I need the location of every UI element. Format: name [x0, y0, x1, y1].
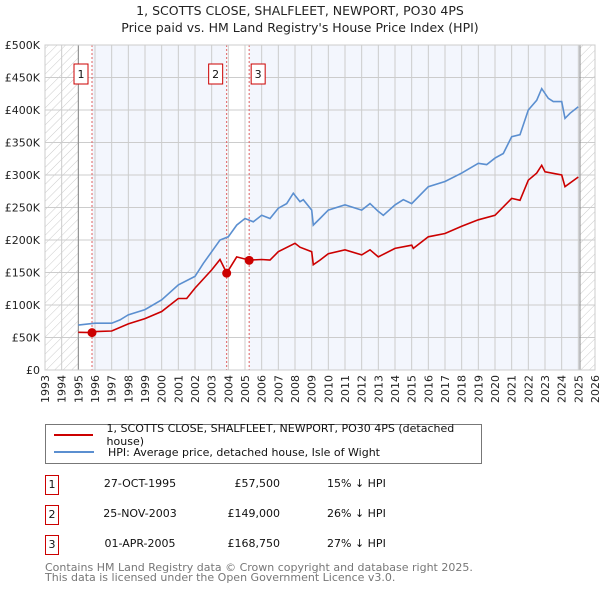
x-tick-label: 2007	[272, 375, 285, 403]
table-row: 1 27-OCT-1995 £57,500 15% ↓ HPI	[45, 475, 495, 495]
x-tick-label: 1999	[139, 375, 152, 403]
legend-item-hpi: HPI: Average price, detached house, Isle…	[54, 444, 380, 460]
x-tick-label: 1995	[72, 375, 85, 403]
sale-marker-badge: 1	[45, 475, 59, 495]
sale-label: 2	[212, 68, 219, 81]
x-tick-label: 2003	[206, 375, 219, 403]
hpi-diff: 26% ↓ HPI	[327, 507, 386, 520]
x-tick-label: 2020	[489, 375, 502, 403]
x-tick-label: 1994	[56, 375, 69, 403]
sale-point	[244, 255, 254, 265]
y-tick-label: £0	[26, 364, 40, 377]
sale-date: 27-OCT-1995	[103, 477, 177, 490]
blue-line-swatch	[54, 451, 94, 453]
sale-point	[222, 268, 232, 278]
x-tick-label: 2025	[572, 375, 585, 403]
x-tick-label: 2012	[356, 375, 369, 403]
x-tick-label: 2000	[156, 375, 169, 403]
x-tick-label: 2002	[189, 375, 202, 403]
x-tick-label: 2005	[239, 375, 252, 403]
table-row: 2 25-NOV-2003 £149,000 26% ↓ HPI	[45, 505, 495, 525]
sale-marker-badge: 3	[45, 535, 59, 555]
sale-label-box	[208, 63, 224, 85]
sale-label-box	[250, 63, 266, 85]
hpi-line	[78, 86, 579, 326]
x-tick-label: 2001	[172, 375, 185, 403]
y-tick-label: £500K	[5, 39, 41, 52]
x-tick-label: 2018	[456, 375, 469, 403]
x-tick-label: 1998	[122, 375, 135, 403]
x-tick-label: 2004	[222, 375, 235, 403]
x-tick-label: 1993	[39, 375, 52, 403]
table-row: 3 01-APR-2005 £168,750 27% ↓ HPI	[45, 535, 495, 555]
y-tick-label: £450K	[5, 72, 41, 85]
legend-label: 1, SCOTTS CLOSE, SHALFLEET, NEWPORT, PO3…	[106, 422, 455, 448]
x-tick-label: 1997	[106, 375, 119, 403]
y-tick-label: £350K	[5, 137, 41, 150]
sale-date: 01-APR-2005	[104, 537, 176, 550]
x-tick-label: 2008	[289, 375, 302, 403]
footer-copyright: Contains HM Land Registry data © Crown c…	[45, 561, 473, 574]
sale-price: £149,000	[227, 507, 281, 520]
chart-subtitle: Price paid vs. HM Land Registry's House …	[121, 20, 479, 35]
hpi-diff: 15% ↓ HPI	[327, 477, 386, 490]
chart-title: 1, SCOTTS CLOSE, SHALFLEET, NEWPORT, PO3…	[136, 3, 464, 18]
x-tick-label: 2010	[322, 375, 335, 403]
sale-price: £168,750	[227, 537, 281, 550]
sale-point	[87, 328, 97, 338]
property-price-line	[78, 163, 579, 334]
legend-item-property: 1, SCOTTS CLOSE, SHALFLEET, NEWPORT, PO3…	[54, 422, 481, 448]
x-tick-label: 1996	[89, 375, 102, 403]
sale-label-box	[73, 63, 89, 85]
x-tick-label: 2016	[422, 375, 435, 403]
y-tick-label: £400K	[5, 104, 41, 117]
red-line-swatch	[54, 434, 93, 436]
x-tick-label: 2017	[439, 375, 452, 403]
sale-label: 1	[78, 68, 85, 81]
y-tick-label: £200K	[5, 234, 41, 247]
y-tick-label: £300K	[5, 169, 41, 182]
x-tick-label: 2006	[256, 375, 269, 403]
x-tick-label: 2024	[556, 375, 569, 403]
legend-label: HPI: Average price, detached house, Isle…	[108, 445, 380, 459]
x-tick-label: 2011	[339, 375, 352, 403]
y-tick-label: £100K	[5, 299, 41, 312]
x-tick-label: 2019	[472, 375, 485, 403]
chart-legend: 1, SCOTTS CLOSE, SHALFLEET, NEWPORT, PO3…	[45, 422, 482, 464]
x-tick-label: 2013	[372, 375, 385, 403]
y-tick-label: £250K	[5, 202, 41, 215]
x-tick-label: 2023	[539, 375, 552, 403]
hpi-diff: 27% ↓ HPI	[327, 537, 386, 550]
x-tick-label: 2015	[406, 375, 419, 403]
y-tick-label: £150K	[5, 267, 41, 280]
x-tick-label: 2014	[389, 375, 402, 403]
x-tick-label: 2009	[306, 375, 319, 403]
sale-price: £57,500	[234, 477, 281, 490]
sale-label: 3	[255, 68, 262, 81]
x-tick-label: 2022	[522, 375, 535, 403]
sale-marker-badge: 2	[45, 505, 59, 525]
x-tick-label: 2021	[506, 375, 519, 403]
plot-border	[44, 44, 596, 371]
y-tick-label: £50K	[12, 332, 41, 345]
price-chart: 1993 1994 1995 1996 1997 1998 1999 2000 2001 2002…	[5, 39, 600, 403]
x-tick-label: 2026	[589, 375, 600, 403]
sale-date: 25-NOV-2003	[103, 507, 177, 520]
footer-licence: This data is licensed under the Open Gov…	[45, 571, 396, 584]
